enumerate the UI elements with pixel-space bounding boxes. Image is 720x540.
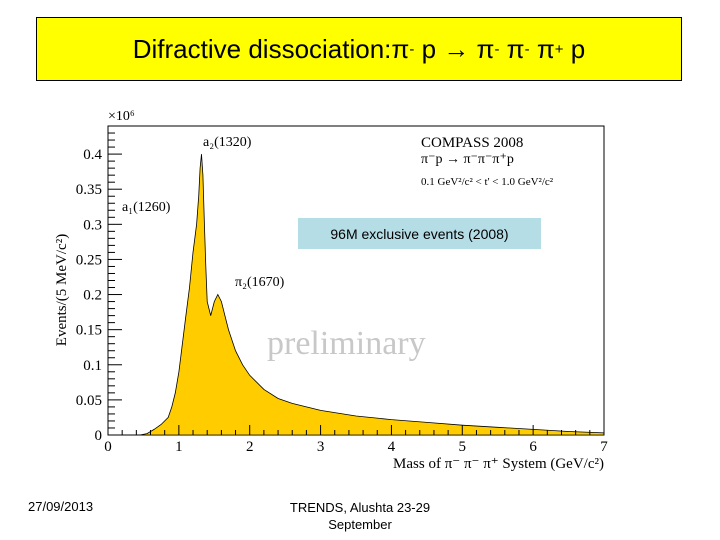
legend-experiment: COMPASS 2008: [421, 135, 523, 151]
slide-title: Difractive dissociation: π- p → π- π- π +…: [36, 17, 682, 81]
x-tick-label: 0: [104, 439, 112, 455]
title-charge-4: +: [554, 40, 564, 58]
legend-reaction: π⁻p → π⁻π⁻π⁺p: [421, 152, 514, 167]
annotation-pi2: π₂(1670): [235, 275, 285, 290]
title-pi-3: π: [499, 33, 525, 64]
footer-venue: TRENDS, Alushta 23-29 September: [289, 500, 431, 532]
y-tick-label: 0.25: [76, 252, 102, 268]
title-pi-2: π: [469, 33, 495, 64]
x-axis-label: Mass of π⁻ π⁻ π⁺ System (GeV/c²): [393, 456, 604, 472]
title-p-2: p: [563, 33, 586, 64]
title-charge-2: -: [494, 40, 500, 58]
x-tick-label: 6: [529, 439, 537, 455]
y-tick-label: 0: [95, 428, 103, 444]
title-p-1: p: [414, 33, 444, 64]
x-tick-label: 5: [459, 439, 467, 455]
events-count-badge: 96M exclusive events (2008): [298, 218, 541, 249]
footer-date: 27/09/2013: [28, 499, 94, 514]
y-tick-label: 0.1: [83, 358, 102, 374]
y-tick-label: 0.4: [83, 147, 102, 163]
preliminary-watermark: preliminary: [267, 325, 426, 362]
x-tick-label: 1: [175, 439, 183, 455]
title-pi-1: π: [391, 33, 410, 64]
title-pi-4: π: [529, 33, 555, 64]
x-tick-label: 4: [388, 439, 396, 455]
y-tick-label: 0.2: [83, 288, 102, 304]
title-charge-3: -: [524, 40, 530, 58]
spectrum-area: [139, 154, 605, 436]
x-tick-label: 2: [246, 439, 254, 455]
y-multiplier: ×10⁶: [108, 109, 135, 124]
title-prefix: Difractive dissociation:: [132, 33, 392, 64]
y-tick-label: 0.15: [76, 323, 102, 339]
annotation-a1: a₁(1260): [122, 200, 171, 215]
events-count-label: 96M exclusive events (2008): [330, 225, 509, 242]
title-charge-1: -: [409, 40, 415, 58]
y-tick-label: 0.3: [83, 217, 102, 233]
x-tick-label: 3: [317, 439, 325, 455]
y-tick-label: 0.05: [76, 393, 102, 409]
x-tick-label: 7: [600, 439, 608, 455]
y-tick-label: 0.35: [76, 182, 102, 198]
title-arrow: →: [443, 33, 470, 64]
y-axis-label: Events/(5 MeV/c²): [54, 234, 70, 346]
annotation-a2: a₂(1320): [203, 135, 252, 150]
legend-tcut: 0.1 GeV²/c² < t' < 1.0 GeV²/c²: [421, 176, 554, 188]
